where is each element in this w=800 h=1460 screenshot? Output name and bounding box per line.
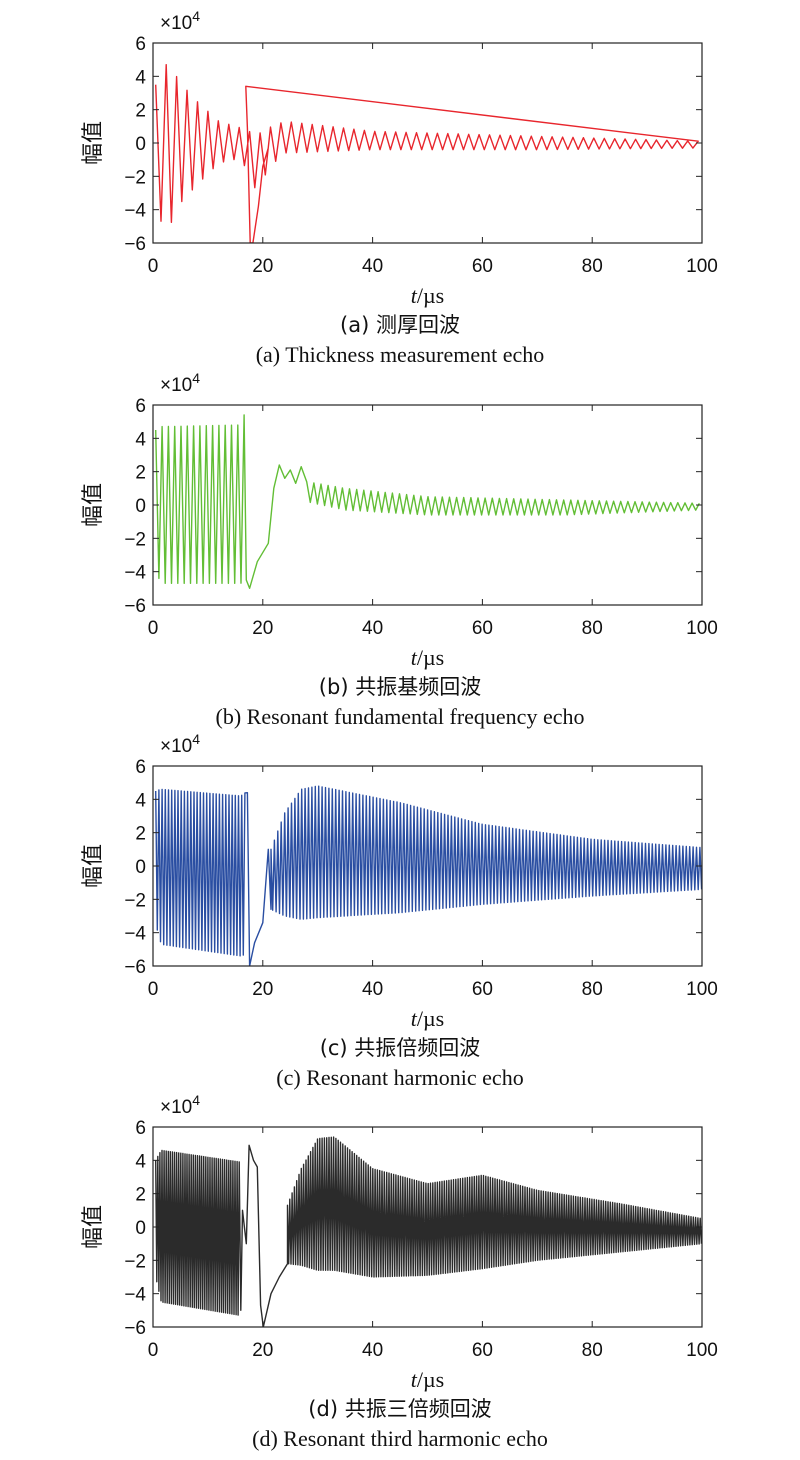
y-tick-label: 0: [135, 1218, 146, 1239]
y-axis-label: 幅值: [81, 1205, 106, 1249]
caption-en: (c) Resonant harmonic echo: [276, 1065, 524, 1090]
x-axis-label: t/µs: [411, 283, 444, 308]
x-axis-label: t/µs: [411, 1367, 444, 1392]
y-tick-label: 0: [135, 134, 146, 155]
x-axis-label: t/µs: [411, 645, 444, 670]
x-tick-label: 0: [148, 256, 159, 277]
y-tick-label: 0: [135, 496, 146, 517]
y-tick-label: −4: [124, 924, 146, 945]
x-tick-label: 20: [252, 256, 273, 277]
x-tick-label: 0: [148, 618, 159, 639]
y-axis-label: 幅值: [81, 121, 106, 165]
y-tick-label: −6: [124, 1318, 146, 1339]
y-tick-label: −4: [124, 563, 146, 584]
y-tick-label: −2: [124, 167, 146, 188]
y-tick-label: 6: [135, 396, 146, 417]
y-tick-label: 2: [135, 824, 146, 845]
x-tick-label: 20: [252, 1340, 273, 1361]
y-tick-label: −6: [124, 596, 146, 617]
y-multiplier: ×104: [160, 8, 200, 34]
y-tick-label: −4: [124, 1285, 146, 1306]
x-tick-label: 60: [472, 256, 493, 277]
caption-zh: (b) 共振基频回波: [318, 675, 482, 699]
signal-trace: [155, 1136, 702, 1327]
y-tick-label: 2: [135, 463, 146, 484]
x-tick-label: 60: [472, 618, 493, 639]
y-tick-label: −2: [124, 529, 146, 550]
x-tick-label: 40: [362, 256, 383, 277]
signal-trace: [155, 414, 700, 589]
signal-trace: [155, 785, 702, 966]
caption-zh: (a) 测厚回波: [340, 313, 460, 337]
y-tick-label: 6: [135, 34, 146, 55]
x-tick-label: 40: [362, 979, 383, 1000]
x-tick-label: 100: [686, 256, 718, 277]
x-tick-label: 80: [582, 256, 603, 277]
x-tick-label: 80: [582, 618, 603, 639]
y-tick-label: 4: [135, 67, 146, 88]
panel-a: 0 20 40 60 80 100 6 4 2 0 −2 −4 −6 ×104 幅值 t/µs (a) 测厚回…: [0, 0, 800, 367]
y-tick-label: 2: [135, 1185, 146, 1206]
x-tick-label: 80: [582, 979, 603, 1000]
x-tick-label: 100: [686, 1340, 718, 1361]
y-tick-label: −2: [124, 890, 146, 911]
caption-zh: (d) 共振三倍频回波: [308, 1397, 492, 1421]
x-tick-label: 100: [686, 979, 718, 1000]
plot-frame: [152, 42, 703, 244]
caption-en: (d) Resonant third harmonic echo: [252, 1426, 548, 1451]
y-tick-label: 4: [135, 429, 146, 450]
y-tick-label: 6: [135, 757, 146, 778]
caption-en: (a) Thickness measurement echo: [255, 342, 545, 367]
x-tick-label: 40: [362, 618, 383, 639]
x-tick-label: 20: [252, 618, 273, 639]
x-tick-label: 40: [362, 1340, 383, 1361]
signal-trace: [155, 64, 699, 243]
y-tick-label: −4: [124, 201, 146, 222]
x-tick-label: 100: [686, 618, 718, 639]
panel-c: 0 20 40 60 80 100 6 4 2 0 −2 −4 −6 ×104 幅值 t/µs (c) 共振倍…: [0, 723, 800, 1090]
y-tick-label: 0: [135, 857, 146, 878]
x-tick-label: 0: [148, 1340, 159, 1361]
y-axis-label: 幅值: [81, 483, 106, 527]
y-tick-label: −6: [124, 234, 146, 255]
y-multiplier: ×104: [160, 370, 200, 396]
x-tick-label: 80: [582, 1340, 603, 1361]
y-tick-label: 4: [135, 1151, 146, 1172]
panel-d: 0 20 40 60 80 100 6 4 2 0 −2 −4 −6 ×104 幅值 t/µs (d) 共振三…: [0, 1084, 800, 1451]
x-tick-label: 20: [252, 979, 273, 1000]
x-axis-label: t/µs: [411, 1006, 444, 1031]
y-tick-label: −2: [124, 1251, 146, 1272]
caption-zh: (c) 共振倍频回波: [319, 1036, 481, 1060]
x-tick-label: 0: [148, 979, 159, 1000]
caption-en: (b) Resonant fundamental frequency echo: [215, 704, 585, 729]
y-tick-label: −6: [124, 957, 146, 978]
y-tick-label: 6: [135, 1118, 146, 1139]
y-tick-label: 4: [135, 790, 146, 811]
y-tick-label: 2: [135, 101, 146, 122]
y-axis-label: 幅值: [81, 844, 106, 888]
y-multiplier: ×104: [160, 1092, 200, 1118]
x-tick-label: 60: [472, 1340, 493, 1361]
x-tick-label: 60: [472, 979, 493, 1000]
panel-b: 0 20 40 60 80 100 6 4 2 0 −2 −4 −6 ×104 幅值 t/µs (b) 共振基…: [0, 362, 800, 729]
y-multiplier: ×104: [160, 731, 200, 757]
